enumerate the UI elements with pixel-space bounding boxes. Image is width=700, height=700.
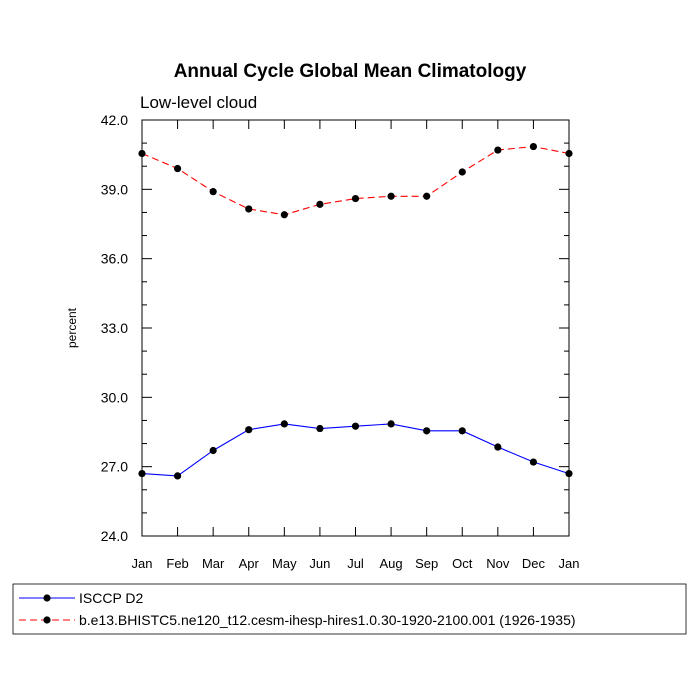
y-tick-label: 30.0 [101, 389, 128, 405]
series-1-point [173, 164, 182, 173]
y-tick-label: 39.0 [101, 181, 128, 197]
x-tick-label: Jul [347, 556, 364, 571]
legend-label-0: ISCCP D2 [79, 590, 144, 606]
x-tick-label: Aug [380, 556, 403, 571]
series-1-point [423, 192, 431, 200]
series-line-1 [141, 146, 570, 216]
x-tick-label: Nov [486, 556, 510, 571]
x-axis: Jan Feb Mar Apr May Jun Jul Aug Sep Oct Nov Dec Jan [132, 120, 580, 571]
series-1-point [458, 168, 466, 176]
series-1-point [529, 142, 538, 151]
y-tick-label: 33.0 [101, 320, 128, 336]
series-0-point [351, 422, 360, 430]
series-1-point [138, 149, 146, 158]
legend-box [12, 583, 687, 635]
series-line-0 [141, 423, 570, 477]
plot-frame [141, 119, 570, 537]
chart-subtitle: Low-level cloud [140, 93, 257, 112]
x-tick-label: Jan [132, 556, 153, 571]
series-0-point [565, 470, 573, 478]
x-tick-label: Feb [166, 556, 188, 571]
x-tick-label: Oct [452, 556, 473, 571]
y-tick-label: 36.0 [101, 251, 128, 267]
series-0-point [316, 424, 324, 433]
series-0-point [173, 472, 182, 480]
x-tick-label: Sep [415, 556, 438, 571]
x-tick-label: Apr [239, 556, 260, 571]
y-axis-label: percent [65, 307, 79, 348]
x-tick-label: May [272, 556, 297, 571]
series-0-point [529, 458, 538, 466]
series-0-point [387, 420, 395, 428]
x-tick-label: Jun [309, 556, 330, 571]
series-0-point [209, 446, 217, 455]
series-1-point [316, 200, 324, 208]
y-tick-label: 27.0 [101, 459, 128, 475]
series-1-point [494, 146, 502, 154]
series-0-point [494, 443, 502, 451]
y-axis: 24.0 27.0 30.0 33.0 36.0 39.0 42.0 [101, 112, 569, 544]
minor-ticks [142, 142, 569, 514]
y-tick-label: 42.0 [101, 112, 128, 128]
series-1-point [209, 188, 217, 196]
series-1-point [565, 149, 573, 158]
series-0-point [280, 420, 288, 428]
x-tick-label: Mar [202, 556, 225, 571]
series-0-point [458, 427, 466, 435]
series-1-point [351, 194, 360, 203]
chart-title: Annual Cycle Global Mean Climatology [174, 61, 527, 82]
x-tick-label: Jan [559, 556, 580, 571]
y-tick-label: 24.0 [101, 528, 128, 544]
series-0-point [423, 427, 431, 435]
series-0-point [138, 470, 146, 478]
series-1-point [245, 205, 253, 213]
x-tick-label: Dec [522, 556, 546, 571]
series-0-point [245, 426, 253, 434]
legend-label-1: b.e13.BHISTC5.ne120_t12.cesm-ihesp-hires… [79, 612, 576, 628]
legend-marker-1 [43, 616, 51, 624]
series-1-point [280, 211, 288, 219]
plot-area: Jan Feb Mar Apr May Jun Jul Aug Sep Oct Nov Dec Jan … [101, 112, 580, 571]
series-1-point [387, 192, 395, 200]
legend-marker-0 [43, 594, 51, 602]
legend-items: ISCCP D2 b.e13.BHISTC5.ne120_t12.cesm-ihe… [19, 590, 576, 628]
series-layer [138, 142, 573, 480]
legend: ISCCP D2 b.e13.BHISTC5.ne120_t12.cesm-ihe… [12, 583, 687, 635]
